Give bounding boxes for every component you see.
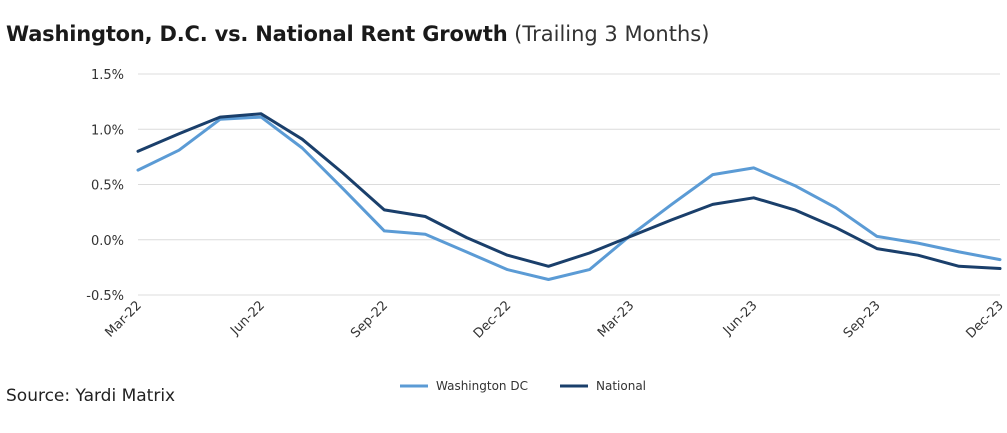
series-line-washington-dc bbox=[136, 115, 1002, 281]
x-tick-label: Dec-22 bbox=[471, 298, 514, 341]
x-tick-label: Sep-22 bbox=[348, 298, 391, 341]
y-tick-label: 0.5% bbox=[91, 179, 124, 194]
y-axis-tick-labels: 1.5% 1.0% 0.5% 0.0% -0.5% bbox=[86, 68, 124, 304]
source-note: Source: Yardi Matrix bbox=[6, 386, 176, 406]
chart-title: Washington, D.C. vs. National Rent Growt… bbox=[6, 22, 709, 46]
x-tick-label: Jun-23 bbox=[720, 298, 761, 339]
x-tick-label: Sep-23 bbox=[841, 298, 884, 341]
x-axis-tick-labels: Mar-22 Jun-22 Sep-22 Dec-22 Mar-23 Jun-23 Sep-… bbox=[102, 298, 1006, 341]
y-tick-label: -0.5% bbox=[86, 289, 124, 304]
legend-label: National bbox=[596, 379, 646, 393]
series-line-national bbox=[136, 112, 1002, 270]
chart-title-main: Washington, D.C. vs. National Rent Growt… bbox=[6, 22, 508, 46]
x-tick-label: Dec-23 bbox=[963, 298, 1006, 341]
chart-subtitle: (Trailing 3 Months) bbox=[514, 22, 710, 46]
series-lines bbox=[136, 112, 1002, 281]
y-tick-label: 0.0% bbox=[91, 234, 124, 249]
x-tick-label: Mar-22 bbox=[102, 298, 144, 340]
legend-label: Washington DC bbox=[436, 379, 528, 393]
y-tick-label: 1.0% bbox=[91, 123, 124, 138]
x-tick-label: Mar-23 bbox=[595, 298, 637, 340]
chart-legend: Washington DC National bbox=[400, 379, 646, 393]
grid-lines bbox=[138, 73, 1000, 296]
y-tick-label: 1.5% bbox=[91, 68, 124, 83]
x-tick-label: Jun-22 bbox=[227, 298, 268, 339]
